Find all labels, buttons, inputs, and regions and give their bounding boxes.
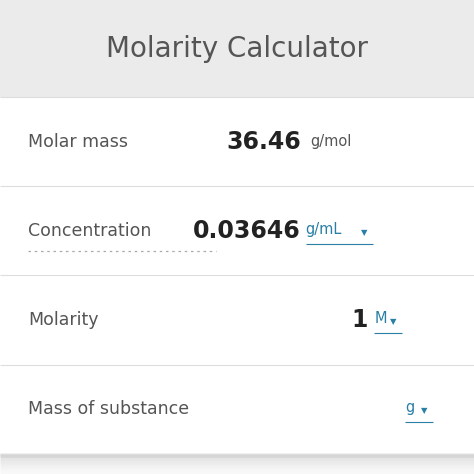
Text: 36.46: 36.46 xyxy=(226,130,301,154)
FancyBboxPatch shape xyxy=(0,365,474,454)
FancyBboxPatch shape xyxy=(0,186,474,275)
FancyBboxPatch shape xyxy=(0,275,474,365)
Text: Molar mass: Molar mass xyxy=(28,133,128,151)
Text: Mass of substance: Mass of substance xyxy=(28,400,190,418)
FancyBboxPatch shape xyxy=(0,97,474,186)
FancyBboxPatch shape xyxy=(0,0,474,97)
Text: Concentration: Concentration xyxy=(28,222,152,240)
FancyBboxPatch shape xyxy=(0,454,474,474)
Text: g/mol: g/mol xyxy=(310,134,352,149)
Text: Molarity: Molarity xyxy=(28,311,99,329)
Text: ▼: ▼ xyxy=(421,407,428,415)
Text: 0.03646: 0.03646 xyxy=(193,219,301,243)
Text: 1: 1 xyxy=(351,308,367,332)
Text: M: M xyxy=(374,311,387,326)
Text: ▼: ▼ xyxy=(361,228,368,237)
Text: Molarity Calculator: Molarity Calculator xyxy=(106,35,368,63)
Text: g/mL: g/mL xyxy=(306,222,342,237)
Text: ▼: ▼ xyxy=(390,318,397,326)
Text: g: g xyxy=(405,400,415,415)
